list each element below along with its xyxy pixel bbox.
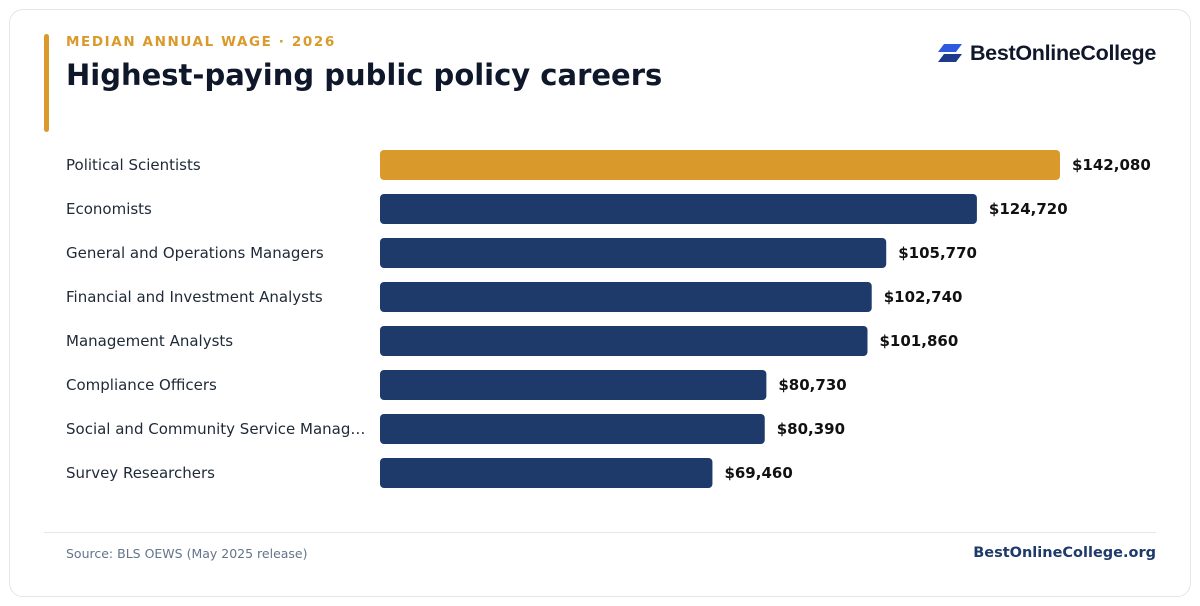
logo-icon [937,44,962,62]
bar [380,282,872,312]
bar [380,194,977,224]
site-link[interactable]: BestOnlineCollege.org [973,545,1156,561]
bar [380,238,887,268]
value-label: $142,080 [1072,156,1151,174]
bar [380,458,713,488]
category-label: Financial and Investment Analysts [66,288,323,306]
value-label: $101,860 [880,332,959,350]
bar [380,150,1060,180]
value-label: $80,730 [778,376,846,394]
bar [380,326,868,356]
value-label: $80,390 [777,420,845,438]
category-label: Survey Researchers [66,464,215,482]
value-label: $105,770 [898,244,977,262]
category-label: Political Scientists [66,156,201,174]
category-label: Management Analysts [66,332,233,350]
source-note: Source: BLS OEWS (May 2025 release) [66,546,308,561]
accent-bar [44,34,49,132]
bar [380,414,765,444]
footer-divider [44,532,1156,533]
category-label: General and Operations Managers [66,244,324,262]
chart-title: Highest-paying public policy careers [66,58,663,92]
logo-text: BestOnlineCollege [969,40,1156,65]
value-label: $102,740 [884,288,963,306]
brand-logo: BestOnlineCollege [937,40,1156,66]
category-label: Economists [66,200,152,218]
category-label: Social and Community Service Manag… [66,420,365,438]
value-label: $124,720 [989,200,1068,218]
bar [380,370,767,400]
chart-eyebrow: MEDIAN ANNUAL WAGE · 2026 [66,34,336,50]
value-label: $69,460 [724,464,792,482]
category-label: Compliance Officers [66,376,217,394]
